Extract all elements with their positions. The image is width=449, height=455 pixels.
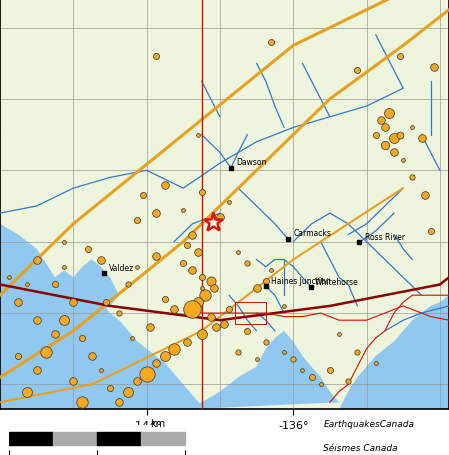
Text: EarthquakesCanada: EarthquakesCanada: [323, 420, 414, 428]
Text: Carmacks: Carmacks: [293, 229, 331, 238]
Polygon shape: [339, 296, 449, 410]
Text: Valdez: Valdez: [109, 263, 134, 272]
Polygon shape: [0, 224, 183, 410]
Text: Séismes Canada: Séismes Canada: [323, 443, 398, 451]
Text: Haines Junction: Haines Junction: [271, 276, 331, 285]
Text: Dawson: Dawson: [237, 158, 267, 167]
Polygon shape: [183, 331, 339, 410]
Polygon shape: [64, 260, 119, 313]
Polygon shape: [0, 271, 211, 410]
Text: Whitehorse: Whitehorse: [314, 277, 358, 286]
Text: km: km: [150, 418, 166, 428]
Text: Ross River: Ross River: [365, 233, 405, 241]
